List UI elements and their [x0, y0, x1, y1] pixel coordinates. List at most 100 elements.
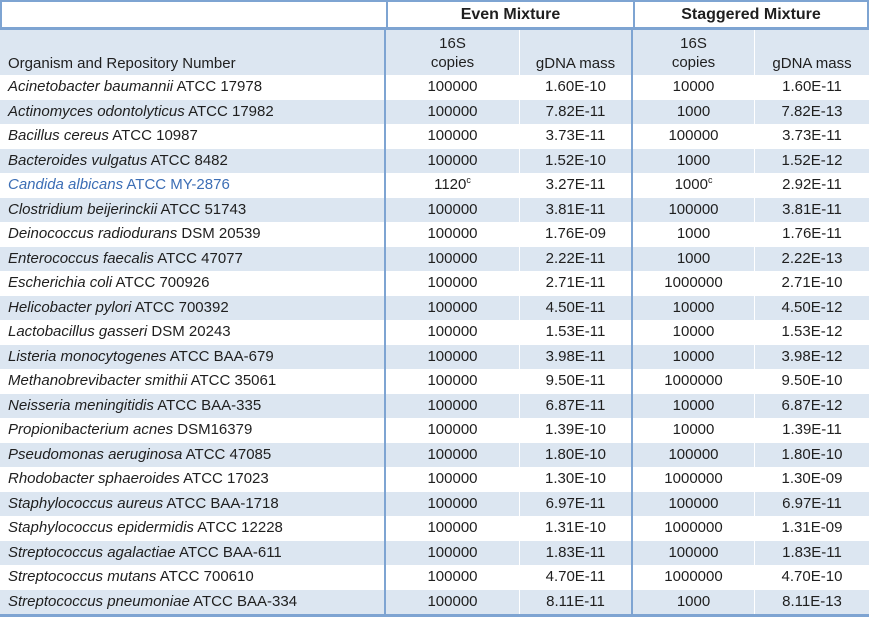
staggered-16s-copies-cell: 1000000	[633, 369, 755, 394]
staggered-16s-copies-cell: 1000	[633, 99, 755, 124]
even-gdna-mass-cell: 8.11E-11	[520, 589, 633, 614]
staggered-gdna-mass-cell: 1.52E-12	[781, 151, 843, 169]
staggered-gdna-mass-cell: 6.87E-12	[781, 396, 843, 414]
staggered-gdna-mass-cell: 7.82E-13	[781, 102, 843, 120]
even-gdna-mass-cell: 2.22E-11	[520, 246, 633, 271]
even-16s-copies-cell: 100000	[386, 246, 520, 271]
table-row: Rhodobacter sphaeroides ATCC 17023 100000…	[0, 467, 869, 492]
even-16s-copies-cell: 1120c	[386, 173, 520, 198]
staggered-gdna-mass-cell: 3.81E-11	[782, 200, 842, 218]
staggered-16s-copies-cell: 10000	[633, 320, 755, 345]
staggered-16s-copies-cell: 10000	[633, 295, 755, 320]
even-16s-copies-cell: 100000	[386, 393, 520, 418]
staggered-gdna-mass-cell: 3.73E-11	[782, 127, 842, 144]
organism-cell: Acinetobacter baumannii ATCC 17978	[0, 75, 386, 100]
staggered-gdna-mass-cell: 1.60E-11	[782, 78, 842, 95]
even-16s-copies-column-header: 16S copies	[386, 30, 520, 75]
even-gdna-mass-cell: 1.30E-10	[520, 467, 633, 492]
staggered-16s-copies-cell: 100000	[633, 491, 755, 516]
staggered-16s-copies-cell: 100000	[633, 197, 755, 222]
even-gdna-mass-cell: 4.70E-11	[520, 565, 633, 590]
even-16s-copies-cell: 100000	[386, 369, 520, 394]
table-row: Actinomyces odontolyticus ATCC 17982 1000…	[0, 99, 869, 124]
even-gdna-mass-cell: 7.82E-11	[520, 99, 633, 124]
even-gdna-mass-cell: 3.81E-11	[520, 197, 633, 222]
staggered-gdna-mass-cell: 8.11E-13	[782, 592, 842, 610]
organism-cell: Bacillus cereus ATCC 10987	[0, 124, 386, 149]
table-row: Staphylococcus aureus ATCC BAA-1718 10000…	[0, 491, 869, 516]
table-row: Enterococcus faecalis ATCC 47077 100000 2.…	[0, 246, 869, 271]
table-row: Streptococcus pneumoniae ATCC BAA-334 100…	[0, 589, 869, 614]
table-row: Staphylococcus epidermidis ATCC 12228 100…	[0, 516, 869, 541]
staggered-gdna-mass-column-header: gDNA mass	[772, 55, 852, 72]
organism-cell: Bacteroides vulgatus ATCC 8482	[0, 148, 386, 173]
table-body: Acinetobacter baumannii ATCC 17978 100000…	[0, 75, 869, 614]
footnote-marker: c	[466, 175, 471, 185]
even-gdna-mass-cell: 3.27E-11	[520, 173, 633, 198]
even-gdna-mass-cell: 3.73E-11	[520, 124, 633, 149]
footnote-marker: c	[707, 175, 713, 185]
even-gdna-mass-cell: 1.39E-10	[520, 418, 633, 443]
staggered-gdna-mass-cell: 9.50E-10	[781, 372, 843, 389]
even-gdna-mass-cell: 6.87E-11	[520, 393, 633, 418]
staggered-16s-copies-cell: 100000	[633, 124, 755, 149]
table-row: Candida albicans ATCC MY-2876 1120c 3.27E-…	[0, 173, 869, 198]
organism-cell: Staphylococcus epidermidis ATCC 12228	[0, 516, 386, 541]
staggered-16s-copies-cell: 1000	[633, 222, 755, 247]
even-16s-copies-cell: 100000	[386, 295, 520, 320]
group-header-row: Even Mixture Staggered Mixture	[0, 2, 869, 30]
staggered-gdna-mass-cell: 3.98E-12	[781, 347, 843, 365]
group-header-spacer	[2, 2, 386, 27]
table-row: Lactobacillus gasseri DSM 20243 100000 1.5…	[0, 320, 869, 345]
table-row: Escherichia coli ATCC 700926 100000 2.71E-…	[0, 271, 869, 296]
staggered-16s-copies-cell: 1000000	[633, 516, 755, 541]
even-16s-copies-cell: 100000	[386, 442, 520, 467]
even-gdna-mass-cell: 2.71E-11	[520, 271, 633, 296]
even-16s-copies-cell: 100000	[386, 124, 520, 149]
organism-cell: Rhodobacter sphaeroides ATCC 17023	[0, 467, 386, 492]
staggered-16s-copies-cell: 1000000	[633, 565, 755, 590]
even-gdna-mass-cell: 1.80E-10	[520, 442, 633, 467]
staggered-16s-copies-cell: 1000	[633, 246, 755, 271]
staggered-16s-label: 16S	[680, 35, 707, 52]
staggered-16s-copies-cell: 1000	[633, 148, 755, 173]
table-row: Clostridium beijerinckii ATCC 51743 10000…	[0, 197, 869, 222]
staggered-16s-copies-cell: 10000	[633, 75, 755, 100]
even-16s-copies-cell: 100000	[386, 222, 520, 247]
even-16s-copies-cell: 100000	[386, 148, 520, 173]
even-copies-label: copies	[430, 54, 475, 71]
even-16s-copies-cell: 100000	[386, 271, 520, 296]
staggered-gdna-mass-cell: 2.71E-10	[781, 274, 843, 291]
staggered-gdna-mass-cell: 1.30E-09	[781, 470, 843, 487]
even-gdna-mass-cell: 9.50E-11	[520, 369, 633, 394]
even-gdna-mass-cell: 1.52E-10	[520, 148, 633, 173]
table-row: Acinetobacter baumannii ATCC 17978 100000…	[0, 75, 869, 100]
table-row: Streptococcus agalactiae ATCC BAA-611 100…	[0, 540, 869, 565]
organism-cell: Neisseria meningitidis ATCC BAA-335	[0, 393, 386, 418]
even-16s-copies-cell: 100000	[386, 589, 520, 614]
even-16s-copies-cell: 100000	[386, 540, 520, 565]
organism-cell: Helicobacter pylori ATCC 700392	[0, 295, 386, 320]
staggered-gdna-mass-cell: 1.83E-11	[782, 543, 842, 561]
even-16s-label: 16S	[439, 35, 466, 52]
even-16s-copies-cell: 100000	[386, 344, 520, 369]
table-row: Pseudomonas aeruginosa ATCC 47085 100000 1…	[0, 442, 869, 467]
even-gdna-mass-cell: 1.31E-10	[520, 516, 633, 541]
organism-cell: Streptococcus pneumoniae ATCC BAA-334	[0, 589, 386, 614]
even-gdna-mass-cell: 1.83E-11	[520, 540, 633, 565]
even-gdna-mass-cell: 1.60E-10	[520, 75, 633, 100]
even-16s-copies-cell: 100000	[386, 467, 520, 492]
mock-community-table: Even Mixture Staggered Mixture Organism …	[0, 0, 869, 617]
staggered-gdna-mass-cell: 1.39E-11	[782, 421, 842, 438]
even-16s-copies-cell: 100000	[386, 516, 520, 541]
table-row: Neisseria meningitidis ATCC BAA-335 10000…	[0, 393, 869, 418]
staggered-16s-copies-cell: 1000c	[633, 173, 755, 198]
even-gdna-mass-cell: 3.98E-11	[520, 344, 633, 369]
staggered-gdna-mass-cell: 2.92E-11	[782, 176, 842, 193]
even-gdna-mass-cell: 1.53E-11	[520, 320, 633, 345]
staggered-gdna-mass-cell: 6.97E-11	[782, 494, 842, 512]
table-row: Bacillus cereus ATCC 10987 100000 3.73E-11…	[0, 124, 869, 149]
even-16s-copies-cell: 100000	[386, 99, 520, 124]
table-row: Bacteroides vulgatus ATCC 8482 100000 1.52…	[0, 148, 869, 173]
staggered-gdna-mass-cell: 4.70E-10	[781, 568, 843, 585]
